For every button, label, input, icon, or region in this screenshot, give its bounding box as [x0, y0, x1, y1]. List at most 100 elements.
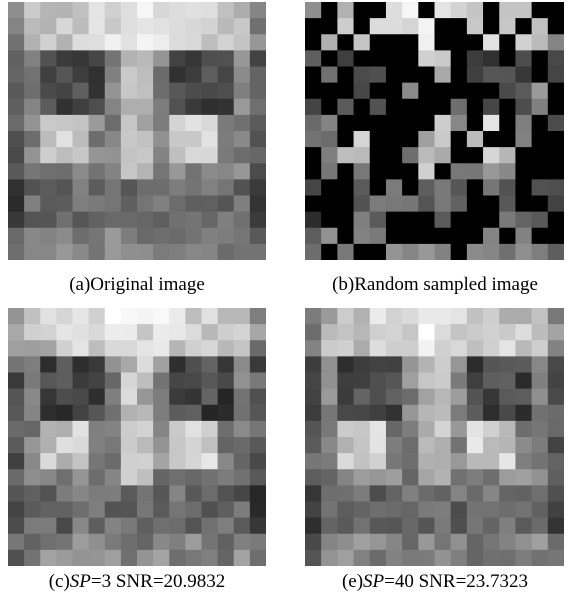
pixel: [321, 50, 338, 67]
pixel: [483, 324, 500, 341]
pixel: [234, 453, 251, 470]
pixel: [532, 324, 549, 341]
pixel: [483, 469, 500, 486]
pixel: [218, 324, 235, 341]
pixel: [121, 99, 138, 116]
pixel: [451, 244, 468, 260]
pixel: [386, 469, 403, 486]
pixel: [305, 18, 322, 35]
pixel: [56, 18, 73, 35]
pixel: [40, 99, 57, 116]
pixel: [402, 437, 419, 454]
pixel: [24, 308, 41, 325]
pixel: [73, 244, 90, 260]
pixel: [153, 485, 170, 502]
pixel: [40, 534, 57, 551]
pixel: [105, 405, 122, 422]
pixel: [337, 99, 354, 116]
pixel: [467, 147, 484, 164]
pixel: [185, 340, 202, 357]
pixel: [250, 518, 266, 535]
pixel: [89, 131, 106, 148]
pixel: [218, 228, 235, 245]
pixel: [354, 18, 371, 35]
pixel: [354, 228, 371, 245]
pixel: [451, 163, 468, 180]
pixel: [532, 437, 549, 454]
pixel: [202, 2, 219, 19]
pixel: [202, 534, 219, 551]
pixel: [250, 502, 266, 519]
pixel: [548, 228, 564, 245]
pixel: [137, 469, 154, 486]
pixel: [234, 550, 251, 566]
pixel: [8, 534, 25, 551]
pixel: [250, 18, 266, 35]
pixel: [532, 196, 549, 213]
pixel: [548, 67, 564, 84]
pixel: [483, 534, 500, 551]
pixel: [305, 550, 322, 566]
pixel: [40, 2, 57, 19]
pixel: [467, 83, 484, 100]
pixel: [418, 83, 435, 100]
pixel: [137, 147, 154, 164]
pixel: [169, 228, 186, 245]
pixel: [483, 550, 500, 566]
pixel: [418, 421, 435, 438]
pixel: [386, 373, 403, 390]
pixel: [24, 228, 41, 245]
pixel: [218, 550, 235, 566]
pixel: [354, 340, 371, 357]
reconstructed-image: [8, 308, 266, 566]
pixel: [89, 340, 106, 357]
pixel: [218, 485, 235, 502]
pixel: [337, 50, 354, 67]
pixel: [467, 550, 484, 566]
pixel: [73, 340, 90, 357]
pixel: [483, 179, 500, 196]
pixel: [499, 83, 516, 100]
pixel: [370, 421, 387, 438]
pixel: [418, 179, 435, 196]
pixel: [8, 34, 25, 51]
pixel: [218, 50, 235, 67]
pixel: [202, 324, 219, 341]
pixel: [418, 196, 435, 213]
pixel: [218, 389, 235, 406]
pixel: [386, 196, 403, 213]
pixel: [370, 131, 387, 148]
pixel: [499, 405, 516, 422]
pixel: [515, 83, 532, 100]
pixel: [121, 518, 138, 535]
pixel: [218, 469, 235, 486]
pixel: [321, 18, 338, 35]
pixel: [56, 131, 73, 148]
pixel: [73, 196, 90, 213]
pixel: [337, 308, 354, 325]
pixel: [435, 212, 452, 229]
pixel: [532, 340, 549, 357]
pixel: [435, 67, 452, 84]
pixel: [370, 83, 387, 100]
pixel: [137, 115, 154, 132]
pixel: [218, 67, 235, 84]
pixel: [305, 340, 322, 357]
pixel: [418, 356, 435, 373]
pixel: [40, 373, 57, 390]
pixel: [321, 131, 338, 148]
pixel: [305, 356, 322, 373]
pixel: [89, 373, 106, 390]
pixel: [499, 131, 516, 148]
pixel: [435, 131, 452, 148]
pixel: [105, 67, 122, 84]
pixel: [24, 244, 41, 260]
pixel: [337, 163, 354, 180]
pixel: [337, 453, 354, 470]
pixel: [451, 115, 468, 132]
pixel: [234, 212, 251, 229]
pixel: [402, 34, 419, 51]
pixel: [56, 389, 73, 406]
pixel: [435, 437, 452, 454]
pixel: [386, 244, 403, 260]
